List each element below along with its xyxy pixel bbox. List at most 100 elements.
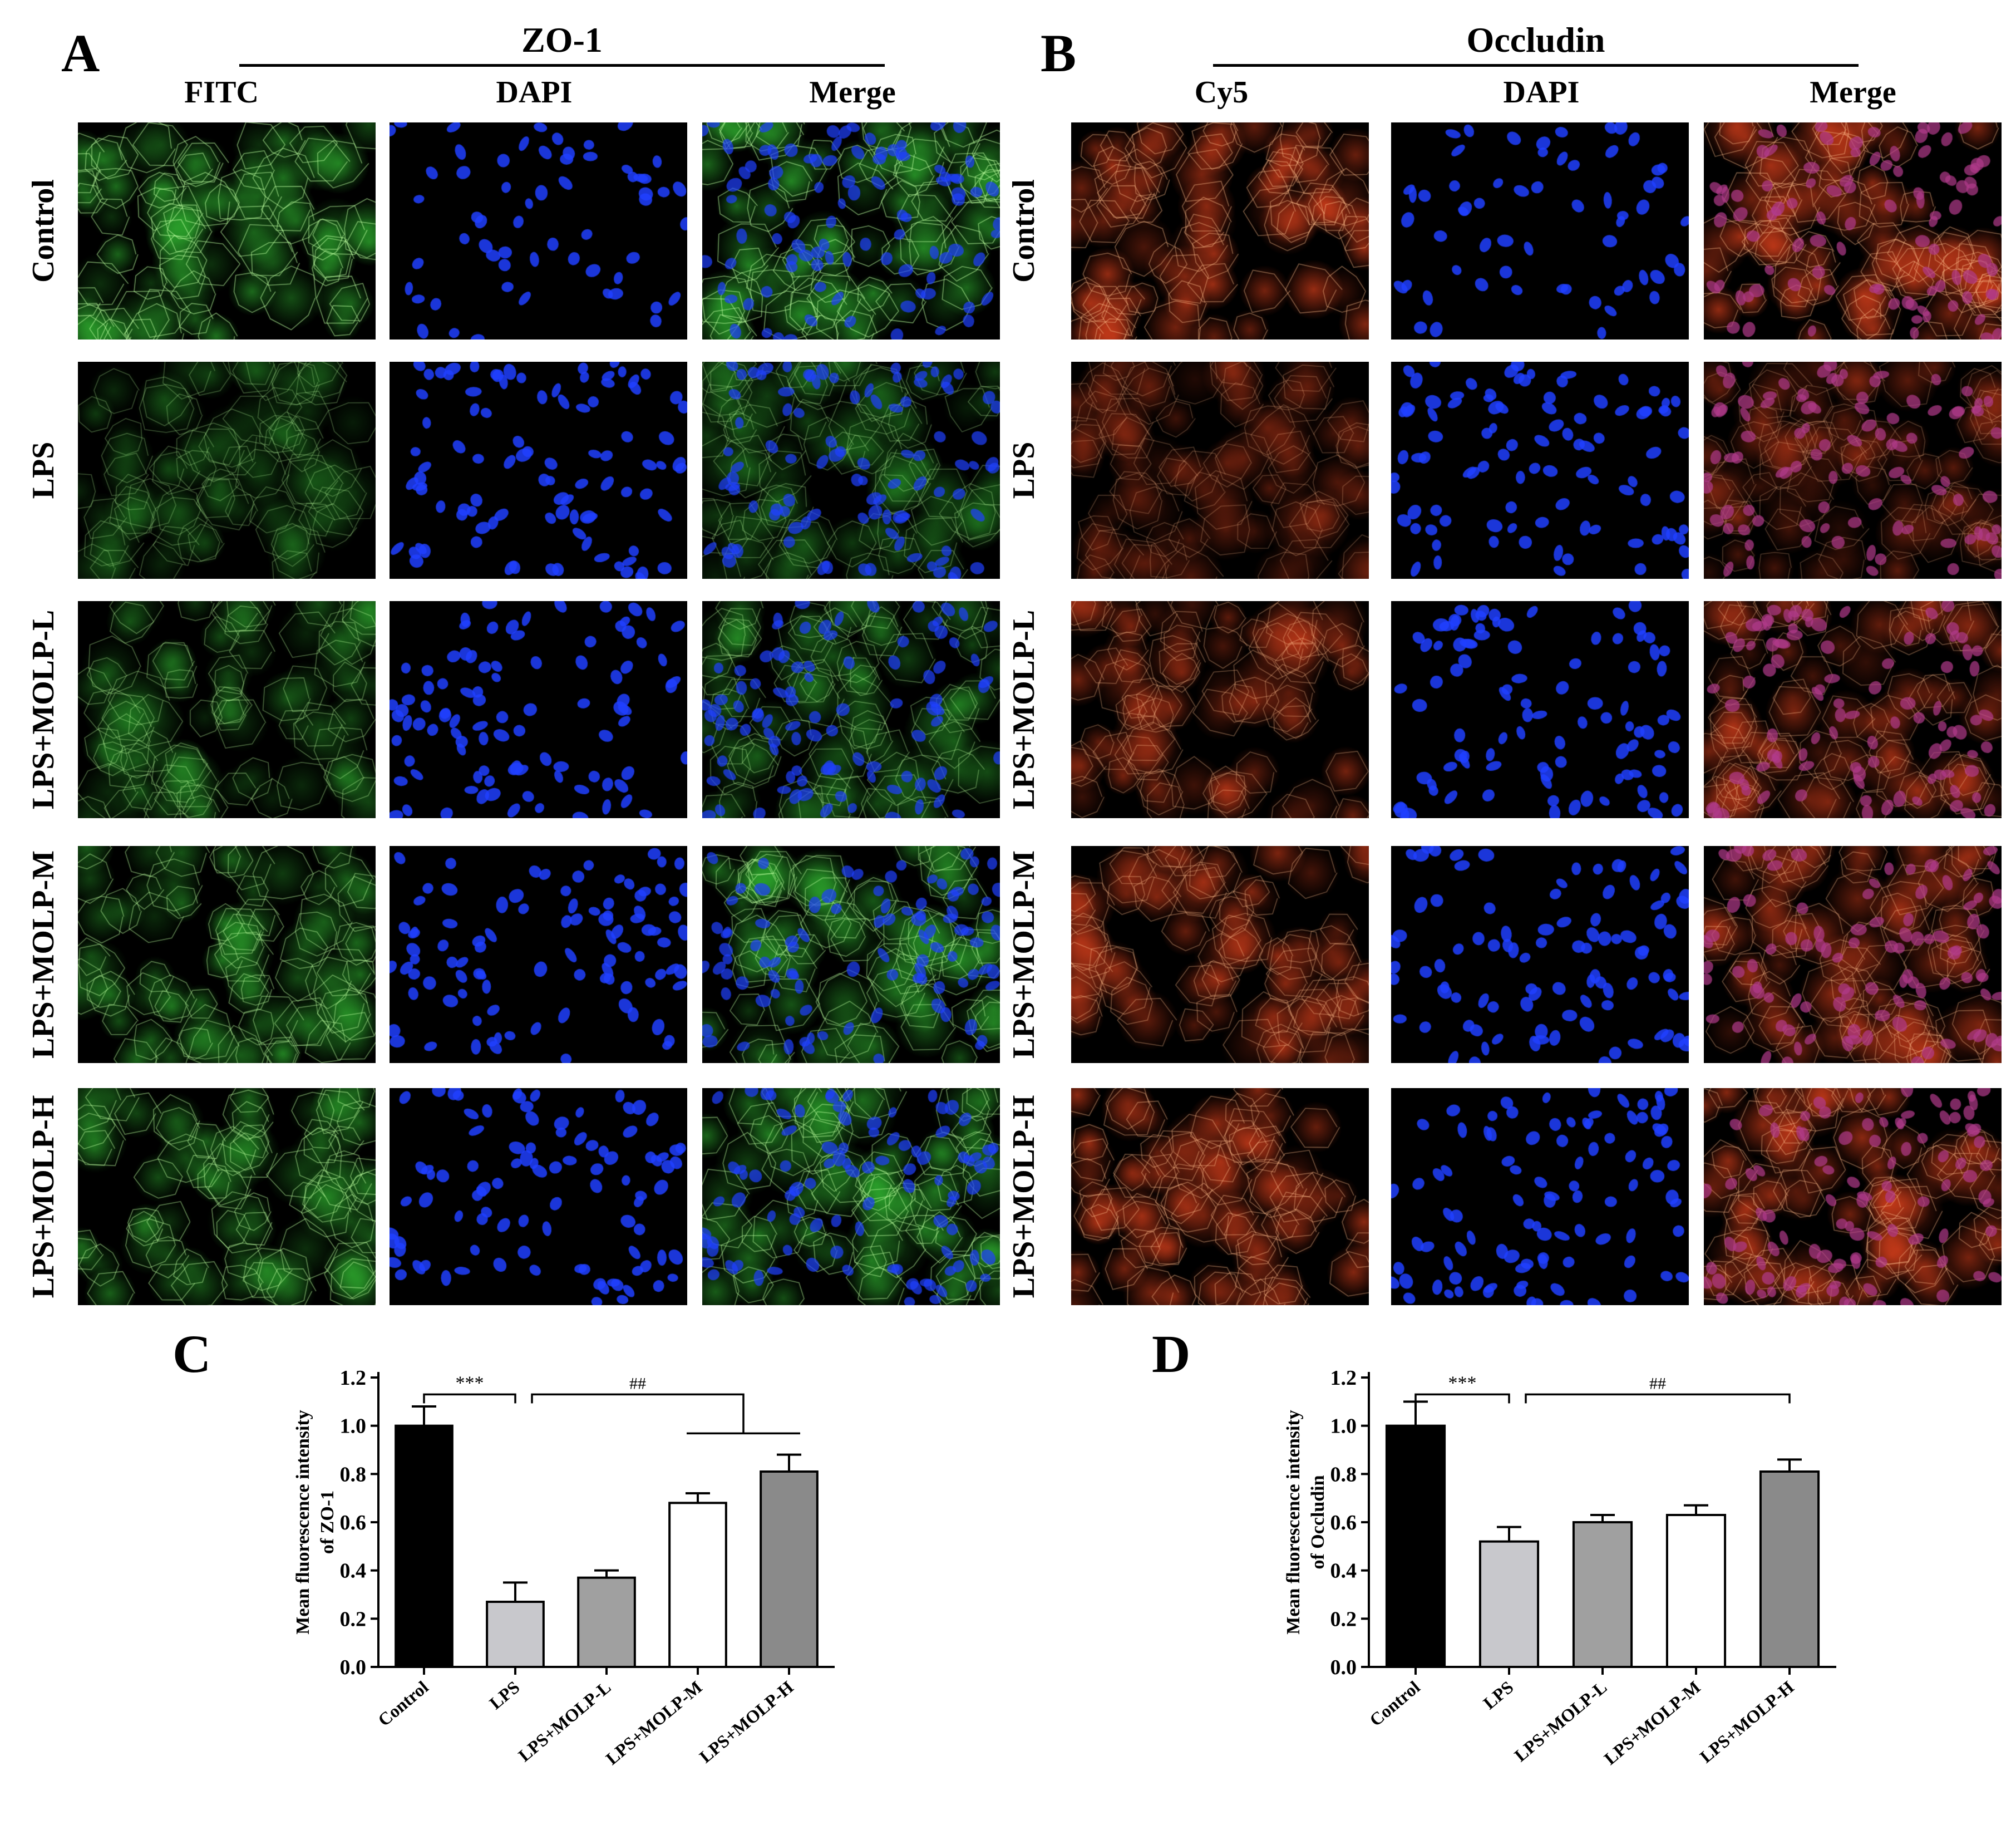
significance-label-2: ## <box>1649 1374 1666 1393</box>
row-label-a-molp-m: LPS+MOLP-M <box>26 850 61 1059</box>
y-axis-label: Mean fluorescence intensity of Occludin <box>1283 1410 1328 1635</box>
micrograph-cy5-row3 <box>1071 601 1369 818</box>
y-tick-label: 0.4 <box>340 1560 367 1583</box>
zo1-group-title: ZO-1 <box>521 20 603 60</box>
panel-letter-b: B <box>1041 23 1077 83</box>
micrograph-merge-b-row5 <box>1704 1088 2002 1305</box>
micrograph-merge-b-row1 <box>1704 122 2002 340</box>
x-tick-label: LPS+MOLP-H <box>1696 1677 1798 1767</box>
micrograph-cy5-row5 <box>1071 1088 1369 1305</box>
significance-label-1: *** <box>1448 1372 1477 1393</box>
significance-bracket-1 <box>1414 1393 1510 1404</box>
micrograph-fitc-row3 <box>78 601 376 818</box>
y-tick-label: 0.2 <box>340 1607 367 1631</box>
bar-2 <box>486 1601 545 1668</box>
y-tick-label: 0.4 <box>1330 1560 1357 1583</box>
y-tick-label: 1.2 <box>340 1366 367 1390</box>
y-tick-label: 0.0 <box>340 1656 367 1679</box>
micrograph-fitc-row4 <box>78 846 376 1063</box>
x-tick-label: Control <box>1366 1677 1423 1730</box>
row-label-a-control: Control <box>26 179 61 283</box>
panel-letter-a: A <box>61 23 100 83</box>
zo1-group-underline <box>239 64 885 67</box>
bar-4 <box>1665 1514 1727 1668</box>
row-label-b-lps: LPS <box>1007 441 1041 499</box>
micrograph-dapi-b-row1 <box>1391 122 1689 340</box>
occludin-group-underline <box>1213 64 1859 67</box>
y-tick-label: 1.2 <box>1330 1366 1357 1390</box>
significance-bracket-2 <box>1525 1393 1791 1404</box>
micrograph-merge-a-row3 <box>702 601 1000 818</box>
col-label-fitc: FITC <box>184 75 259 110</box>
micrograph-fitc-row2 <box>78 362 376 579</box>
bar-1 <box>1385 1424 1446 1669</box>
y-tick-label: 1.0 <box>340 1415 367 1438</box>
y-axis-label: Mean fluorescence intensity of ZO-1 <box>293 1410 338 1635</box>
bar-3 <box>577 1576 636 1668</box>
x-tick-label: Control <box>374 1677 432 1730</box>
x-tick-label: LPS+MOLP-L <box>1510 1677 1610 1765</box>
x-tick-label: LPS <box>1479 1677 1517 1713</box>
y-tick-label: 0.2 <box>1330 1607 1357 1631</box>
row-label-b-control: Control <box>1007 179 1041 283</box>
occludin-group-title: Occludin <box>1466 20 1605 60</box>
row-label-b-molp-l: LPS+MOLP-L <box>1007 609 1041 810</box>
y-tick-label: 0.8 <box>1330 1463 1357 1486</box>
bar-2 <box>1478 1540 1540 1668</box>
micrograph-fitc-row1 <box>78 122 376 340</box>
panel-letter-c: C <box>172 1324 211 1384</box>
micrograph-merge-b-row2 <box>1704 362 2002 579</box>
micrograph-dapi-b-row3 <box>1391 601 1689 818</box>
significance-label-2: ## <box>629 1374 646 1393</box>
bar-3 <box>1572 1521 1633 1668</box>
micrograph-dapi-a-row2 <box>390 362 687 579</box>
micrograph-merge-a-row5 <box>702 1088 1000 1305</box>
col-label-merge-a: Merge <box>809 75 896 110</box>
micrograph-cy5-row2 <box>1071 362 1369 579</box>
micrograph-merge-a-row2 <box>702 362 1000 579</box>
row-label-a-molp-h: LPS+MOLP-H <box>26 1095 61 1298</box>
micrograph-dapi-b-row5 <box>1391 1088 1689 1305</box>
micrograph-merge-a-row1 <box>702 122 1000 340</box>
x-tick-label: LPS+MOLP-M <box>602 1677 706 1769</box>
row-label-a-molp-l: LPS+MOLP-L <box>26 609 61 810</box>
bar-5 <box>1759 1470 1820 1668</box>
micrograph-dapi-a-row5 <box>390 1088 687 1305</box>
micrograph-dapi-a-row4 <box>390 846 687 1063</box>
y-tick-label: 0.8 <box>340 1463 367 1486</box>
col-label-dapi-a: DAPI <box>496 75 573 110</box>
panel-letter-d: D <box>1152 1324 1191 1384</box>
micrograph-cy5-row4 <box>1071 846 1369 1063</box>
significance-label-1: *** <box>456 1372 484 1393</box>
row-label-b-molp-h: LPS+MOLP-H <box>1007 1095 1041 1298</box>
micrograph-merge-b-row3 <box>1704 601 2002 818</box>
micrograph-merge-b-row4 <box>1704 846 2002 1063</box>
micrograph-dapi-a-row3 <box>390 601 687 818</box>
y-tick-label: 0.0 <box>1330 1656 1357 1679</box>
y-tick-label: 0.6 <box>1330 1511 1357 1534</box>
x-tick-label: LPS+MOLP-L <box>514 1677 614 1765</box>
bar-5 <box>760 1470 819 1668</box>
significance-bracket-1 <box>423 1393 516 1404</box>
micrograph-fitc-row5 <box>78 1088 376 1305</box>
micrograph-dapi-b-row2 <box>1391 362 1689 579</box>
y-tick-label: 1.0 <box>1330 1415 1357 1438</box>
micrograph-cy5-row1 <box>1071 122 1369 340</box>
bar-4 <box>668 1502 727 1668</box>
micrograph-dapi-a-row1 <box>390 122 687 340</box>
row-label-b-molp-m: LPS+MOLP-M <box>1007 850 1041 1059</box>
col-label-cy5: Cy5 <box>1194 75 1249 110</box>
col-label-dapi-b: DAPI <box>1503 75 1580 110</box>
micrograph-merge-a-row4 <box>702 846 1000 1063</box>
y-tick-label: 0.6 <box>340 1511 367 1534</box>
row-label-a-lps: LPS <box>26 441 61 499</box>
col-label-merge-b: Merge <box>1810 75 1896 110</box>
significance-bracket-2 <box>531 1393 745 1434</box>
x-tick-label: LPS+MOLP-M <box>1600 1677 1704 1769</box>
x-tick-label: LPS+MOLP-H <box>696 1677 797 1767</box>
micrograph-dapi-b-row4 <box>1391 846 1689 1063</box>
x-tick-label: LPS <box>485 1677 523 1713</box>
bar-1 <box>395 1424 454 1669</box>
